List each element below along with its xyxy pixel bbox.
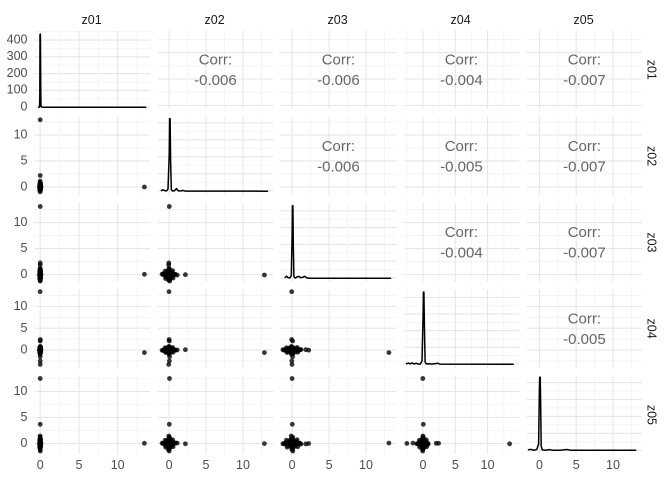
svg-text:10: 10 <box>14 215 28 229</box>
svg-text:-0.006: -0.006 <box>317 72 360 89</box>
svg-text:z02: z02 <box>645 146 659 166</box>
svg-text:Corr:: Corr: <box>445 52 478 69</box>
svg-text:5: 5 <box>326 458 333 472</box>
svg-text:300: 300 <box>7 49 28 63</box>
svg-text:0: 0 <box>21 343 28 357</box>
svg-text:-0.007: -0.007 <box>563 72 606 89</box>
svg-text:10: 10 <box>14 384 28 398</box>
svg-text:-0.005: -0.005 <box>563 331 606 348</box>
svg-text:z03: z03 <box>328 13 348 27</box>
svg-text:-0.007: -0.007 <box>563 158 606 175</box>
svg-text:0: 0 <box>21 267 28 281</box>
svg-text:Corr:: Corr: <box>322 52 355 69</box>
svg-text:5: 5 <box>452 458 459 472</box>
svg-text:Corr:: Corr: <box>322 138 355 155</box>
svg-text:z01: z01 <box>645 60 659 80</box>
svg-text:0: 0 <box>166 458 173 472</box>
svg-text:0: 0 <box>420 458 427 472</box>
svg-text:-0.005: -0.005 <box>440 158 483 175</box>
svg-text:5: 5 <box>573 458 580 472</box>
svg-text:10: 10 <box>606 458 620 472</box>
svg-text:z04: z04 <box>645 319 659 339</box>
svg-text:-0.004: -0.004 <box>440 72 483 89</box>
svg-text:5: 5 <box>21 241 28 255</box>
svg-text:100: 100 <box>7 83 28 97</box>
svg-text:5: 5 <box>203 458 210 472</box>
svg-text:0: 0 <box>289 458 296 472</box>
svg-text:0: 0 <box>21 99 28 113</box>
svg-text:-0.006: -0.006 <box>194 72 237 89</box>
svg-text:Corr:: Corr: <box>568 138 601 155</box>
svg-text:5: 5 <box>21 321 28 335</box>
svg-text:10: 10 <box>14 128 28 142</box>
svg-text:0: 0 <box>37 458 44 472</box>
svg-text:z02: z02 <box>205 13 225 27</box>
svg-text:10: 10 <box>481 458 495 472</box>
svg-text:0: 0 <box>536 458 543 472</box>
svg-text:10: 10 <box>236 458 250 472</box>
svg-text:-0.007: -0.007 <box>563 245 606 262</box>
svg-text:5: 5 <box>21 410 28 424</box>
svg-text:10: 10 <box>14 299 28 313</box>
svg-text:z01: z01 <box>82 13 102 27</box>
svg-text:400: 400 <box>7 32 28 46</box>
svg-text:Corr:: Corr: <box>568 52 601 69</box>
svg-text:z04: z04 <box>451 13 471 27</box>
svg-text:Corr:: Corr: <box>568 224 601 241</box>
svg-text:Corr:: Corr: <box>445 138 478 155</box>
svg-text:5: 5 <box>21 154 28 168</box>
svg-text:Corr:: Corr: <box>199 52 232 69</box>
svg-text:Corr:: Corr: <box>568 310 601 327</box>
svg-text:-0.004: -0.004 <box>440 245 483 262</box>
svg-text:0: 0 <box>21 436 28 450</box>
svg-text:z05: z05 <box>574 13 594 27</box>
svg-text:-0.006: -0.006 <box>317 158 360 175</box>
svg-text:200: 200 <box>7 66 28 80</box>
svg-text:5: 5 <box>76 458 83 472</box>
svg-text:10: 10 <box>359 458 373 472</box>
svg-text:Corr:: Corr: <box>445 224 478 241</box>
svg-text:z03: z03 <box>645 232 659 252</box>
svg-text:10: 10 <box>111 458 125 472</box>
svg-text:0: 0 <box>21 180 28 194</box>
svg-text:z05: z05 <box>645 405 659 425</box>
